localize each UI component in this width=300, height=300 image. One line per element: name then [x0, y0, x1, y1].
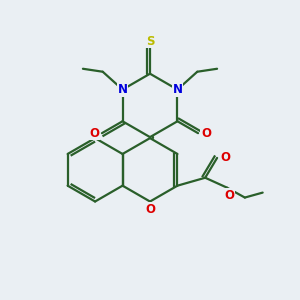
- Text: N: N: [118, 83, 128, 96]
- Text: O: O: [220, 152, 230, 164]
- Text: S: S: [146, 34, 154, 47]
- Text: O: O: [201, 127, 211, 140]
- Text: O: O: [145, 203, 155, 216]
- Text: O: O: [89, 127, 99, 140]
- Text: O: O: [224, 189, 234, 202]
- Text: N: N: [172, 83, 182, 96]
